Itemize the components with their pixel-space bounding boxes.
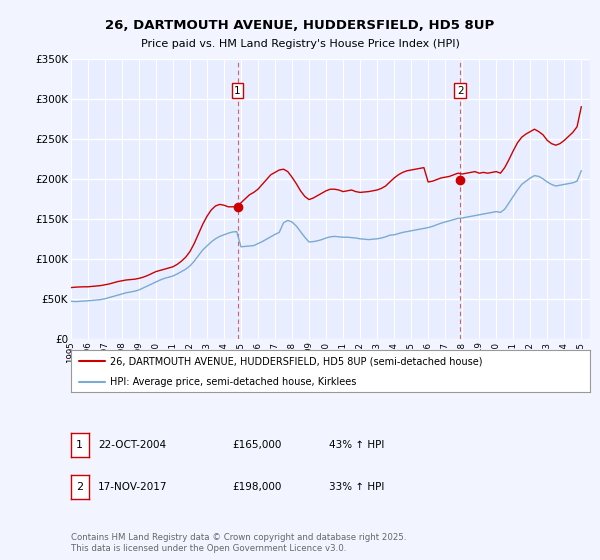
Text: 43% ↑ HPI: 43% ↑ HPI xyxy=(329,440,384,450)
Text: 2: 2 xyxy=(76,482,83,492)
Text: 26, DARTMOUTH AVENUE, HUDDERSFIELD, HD5 8UP: 26, DARTMOUTH AVENUE, HUDDERSFIELD, HD5 … xyxy=(106,18,494,32)
Text: 1: 1 xyxy=(234,86,241,96)
Text: 26, DARTMOUTH AVENUE, HUDDERSFIELD, HD5 8UP (semi-detached house): 26, DARTMOUTH AVENUE, HUDDERSFIELD, HD5 … xyxy=(110,356,482,366)
Text: Price paid vs. HM Land Registry's House Price Index (HPI): Price paid vs. HM Land Registry's House … xyxy=(140,39,460,49)
Text: £165,000: £165,000 xyxy=(233,440,282,450)
Text: Contains HM Land Registry data © Crown copyright and database right 2025.
This d: Contains HM Land Registry data © Crown c… xyxy=(71,533,406,553)
Text: 1: 1 xyxy=(76,440,83,450)
Text: HPI: Average price, semi-detached house, Kirklees: HPI: Average price, semi-detached house,… xyxy=(110,377,356,388)
Text: 17-NOV-2017: 17-NOV-2017 xyxy=(98,482,167,492)
Text: 22-OCT-2004: 22-OCT-2004 xyxy=(98,440,166,450)
Text: 33% ↑ HPI: 33% ↑ HPI xyxy=(329,482,384,492)
Text: 2: 2 xyxy=(457,86,463,96)
Text: £198,000: £198,000 xyxy=(233,482,282,492)
